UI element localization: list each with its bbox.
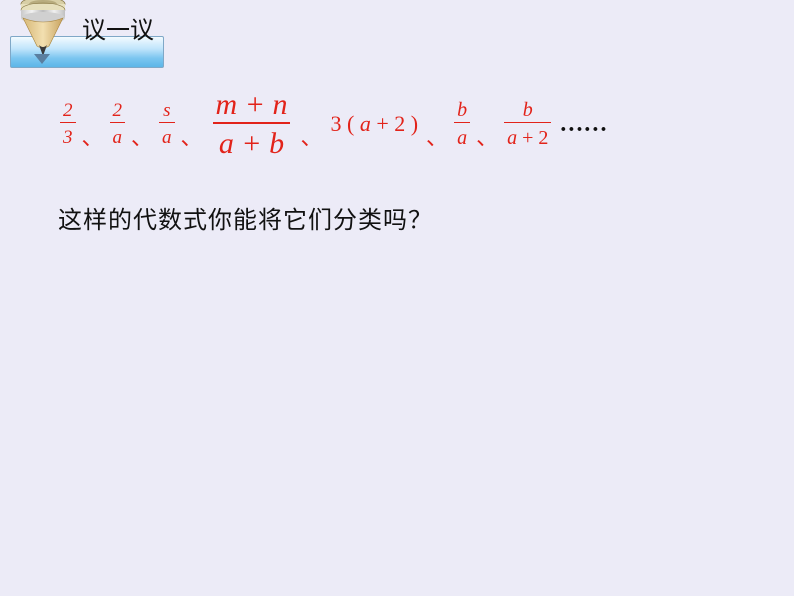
separator: 、 bbox=[476, 120, 498, 152]
frac-den: a bbox=[159, 128, 175, 147]
separator: 、 bbox=[181, 120, 203, 152]
fraction-4: m + n a + b bbox=[213, 90, 291, 159]
fraction-6: b a + 2 bbox=[504, 100, 551, 148]
question-text: 这样的代数式你能将它们分类吗？ bbox=[58, 200, 433, 235]
frac-den: a + 2 bbox=[504, 128, 551, 148]
frac-den: a bbox=[454, 128, 470, 148]
badge-label: 议一议 bbox=[82, 10, 154, 45]
expression-row: 2 3 、 2 a 、 s a 、 m + n a + b 、 3 ( a + … bbox=[60, 84, 740, 164]
frac-bar bbox=[60, 122, 76, 123]
separator: 、 bbox=[131, 120, 153, 152]
chevron-down-icon bbox=[34, 54, 50, 64]
discuss-badge: 议一议 bbox=[10, 0, 164, 78]
frac-bar bbox=[110, 122, 126, 123]
frac-num: m + n bbox=[213, 90, 291, 120]
separator: 、 bbox=[300, 120, 322, 152]
separator: 、 bbox=[82, 120, 104, 152]
frac-num: s bbox=[160, 101, 173, 120]
fraction-2: 2 a bbox=[110, 101, 126, 147]
frac-bar bbox=[159, 122, 175, 123]
frac-num: 2 bbox=[60, 101, 76, 120]
frac-num: b bbox=[520, 100, 536, 120]
frac-num: 2 bbox=[110, 101, 126, 120]
separator: 、 bbox=[426, 120, 448, 152]
frac-bar bbox=[213, 122, 291, 124]
fraction-5: b a bbox=[454, 100, 470, 148]
fraction-3: s a bbox=[159, 101, 175, 147]
plain-expression: 3 ( a + 2 ) bbox=[330, 111, 418, 137]
fraction-1: 2 3 bbox=[60, 101, 76, 147]
frac-den: 3 bbox=[60, 128, 76, 147]
pencil-icon bbox=[18, 0, 68, 60]
frac-bar bbox=[454, 122, 470, 123]
frac-den: a + b bbox=[216, 129, 287, 159]
frac-num: b bbox=[454, 100, 470, 120]
frac-bar bbox=[504, 122, 551, 123]
ellipsis: …… bbox=[559, 111, 607, 138]
frac-den: a bbox=[110, 128, 126, 147]
